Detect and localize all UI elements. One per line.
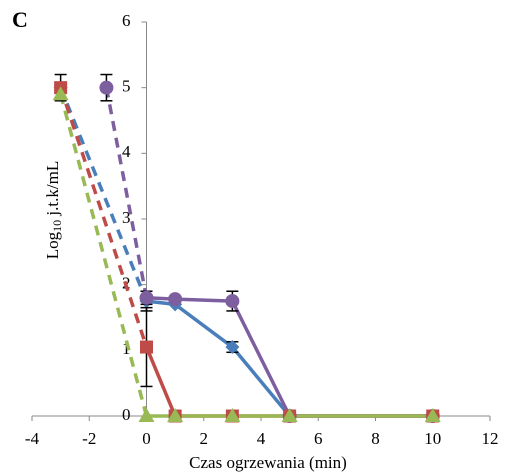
x-tick-label: 8: [371, 429, 380, 448]
y-label-main: Log: [43, 231, 62, 259]
marker: [281, 408, 298, 422]
x-tick-label: 10: [424, 429, 441, 448]
dashed-segment: [104, 87, 149, 299]
marker: [168, 292, 183, 307]
marker: [99, 80, 114, 95]
y-tick-label: 6: [122, 11, 131, 30]
marker: [424, 408, 441, 422]
marker: [167, 408, 184, 422]
y-tick-label: 4: [122, 142, 131, 161]
marker: [140, 340, 153, 354]
x-tick-label: 12: [482, 429, 499, 448]
line-segment: [144, 346, 177, 417]
marker: [52, 86, 69, 101]
y-tick-label: 3: [122, 208, 131, 227]
x-tick-label: 4: [257, 429, 266, 448]
y-tick-label: 0: [122, 405, 131, 424]
x-tick-label: 2: [200, 429, 209, 448]
y-label-sub: 10: [50, 220, 64, 232]
line-segment: [230, 300, 292, 417]
dashed-segment: [58, 93, 149, 417]
x-tick-label: -2: [82, 429, 96, 448]
marker: [225, 294, 240, 309]
x-tick-label: 6: [314, 429, 323, 448]
line-segment: [174, 302, 234, 349]
panel-label: C: [12, 7, 28, 32]
dashed-segment: [58, 87, 149, 348]
x-tick-label: -4: [25, 429, 40, 448]
marker: [224, 408, 241, 422]
y-tick-label: 5: [122, 77, 131, 96]
marker: [138, 408, 155, 422]
y-label-rest: j.t.k/mL: [43, 161, 62, 220]
marker: [139, 290, 154, 305]
y-tick-label: 1: [122, 339, 131, 358]
y-axis-label: Log10 j.t.k/mL: [43, 161, 64, 259]
line-segment: [175, 297, 233, 303]
x-tick-label: 0: [142, 429, 151, 448]
line-segment: [231, 345, 291, 418]
x-axis-label: Czas ogrzewania (min): [189, 453, 347, 472]
marker: [225, 340, 240, 355]
dashed-segment: [59, 87, 149, 302]
